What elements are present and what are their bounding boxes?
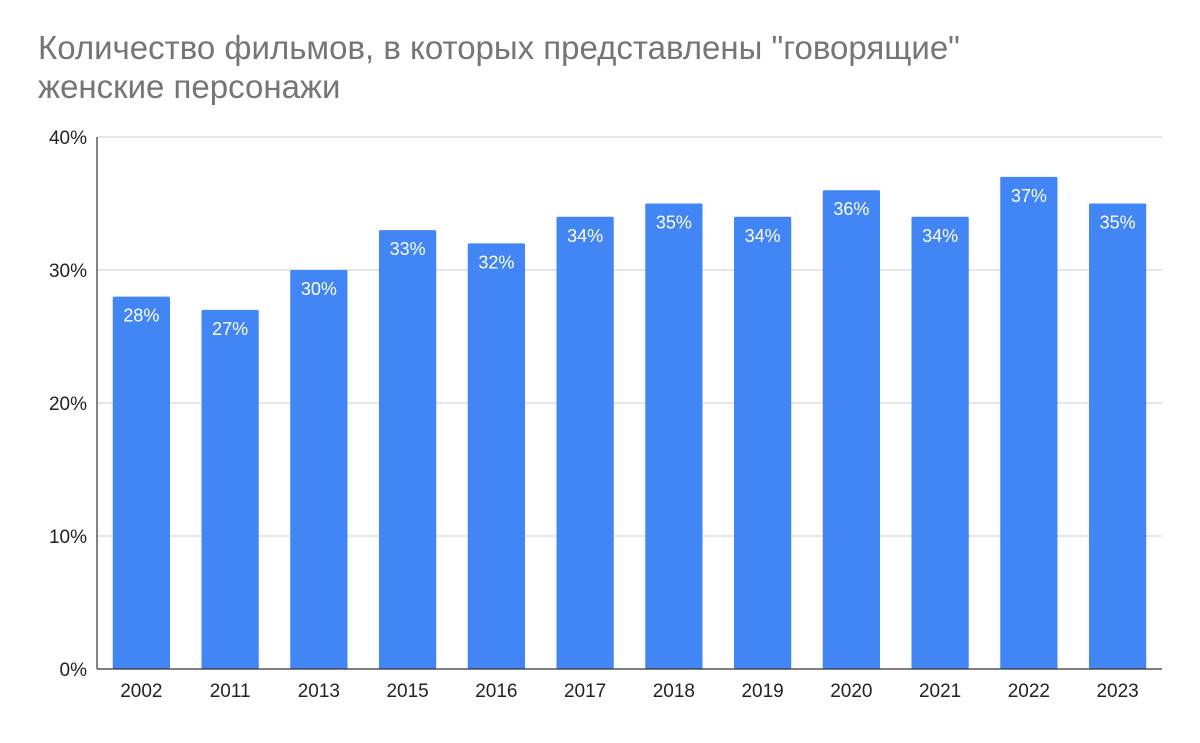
data-label: 34% — [922, 226, 958, 246]
x-tick-label: 2019 — [741, 681, 783, 702]
data-label: 36% — [833, 199, 869, 219]
y-tick-label: 0% — [60, 660, 88, 681]
y-tick-label: 40% — [49, 128, 87, 149]
bars-layer — [112, 176, 1147, 670]
x-tick-label: 2022 — [1008, 681, 1050, 702]
data-label: 33% — [390, 239, 426, 259]
bar-2017 — [556, 216, 614, 670]
x-tick-label: 2015 — [386, 681, 428, 702]
bar-2022 — [1000, 176, 1058, 669]
bar-2015 — [379, 230, 437, 669]
x-tick-label: 2023 — [1096, 681, 1138, 702]
data-label: 28% — [123, 306, 159, 326]
bar-2016 — [467, 243, 525, 669]
data-label: 32% — [478, 252, 514, 272]
data-label: 34% — [567, 226, 603, 246]
x-tick-label: 2013 — [298, 681, 340, 702]
chart-title-line-2: женские персонажи — [38, 68, 341, 105]
chart-title-line-1: Количество фильмов, в которых представле… — [38, 29, 960, 66]
labels-layer: 0% 10% 20% 30% 40% 28% 2002 27% 2011 30% 2013 33% 20… — [49, 128, 1139, 702]
x-tick-label: 2018 — [653, 681, 695, 702]
bar-2002 — [112, 296, 170, 669]
data-label: 27% — [212, 319, 248, 339]
data-label: 30% — [301, 279, 337, 299]
x-tick-label: 2017 — [564, 681, 606, 702]
bar-2013 — [290, 270, 348, 669]
bar-2011 — [201, 309, 259, 669]
x-tick-label: 2011 — [210, 681, 251, 702]
x-tick-label: 2021 — [919, 681, 961, 702]
bar-2020 — [822, 190, 880, 669]
bar-2021 — [911, 216, 969, 670]
grid-layer — [97, 136, 1162, 537]
x-tick-label: 2002 — [120, 681, 162, 702]
data-label: 35% — [656, 213, 692, 233]
y-tick-label: 20% — [49, 394, 87, 415]
chart-title: Количество фильмов, в которых представле… — [38, 28, 1138, 106]
y-tick-label: 10% — [49, 527, 87, 548]
x-tick-label: 2016 — [475, 681, 517, 702]
x-tick-label: 2020 — [830, 681, 872, 702]
y-tick-label: 30% — [49, 261, 87, 282]
bar-2018 — [645, 203, 703, 669]
bar-2023 — [1089, 203, 1147, 669]
axis-layer — [96, 137, 1162, 670]
bar-2019 — [734, 216, 792, 670]
data-label: 37% — [1011, 186, 1047, 206]
data-label: 35% — [1100, 213, 1136, 233]
data-label: 34% — [745, 226, 781, 246]
